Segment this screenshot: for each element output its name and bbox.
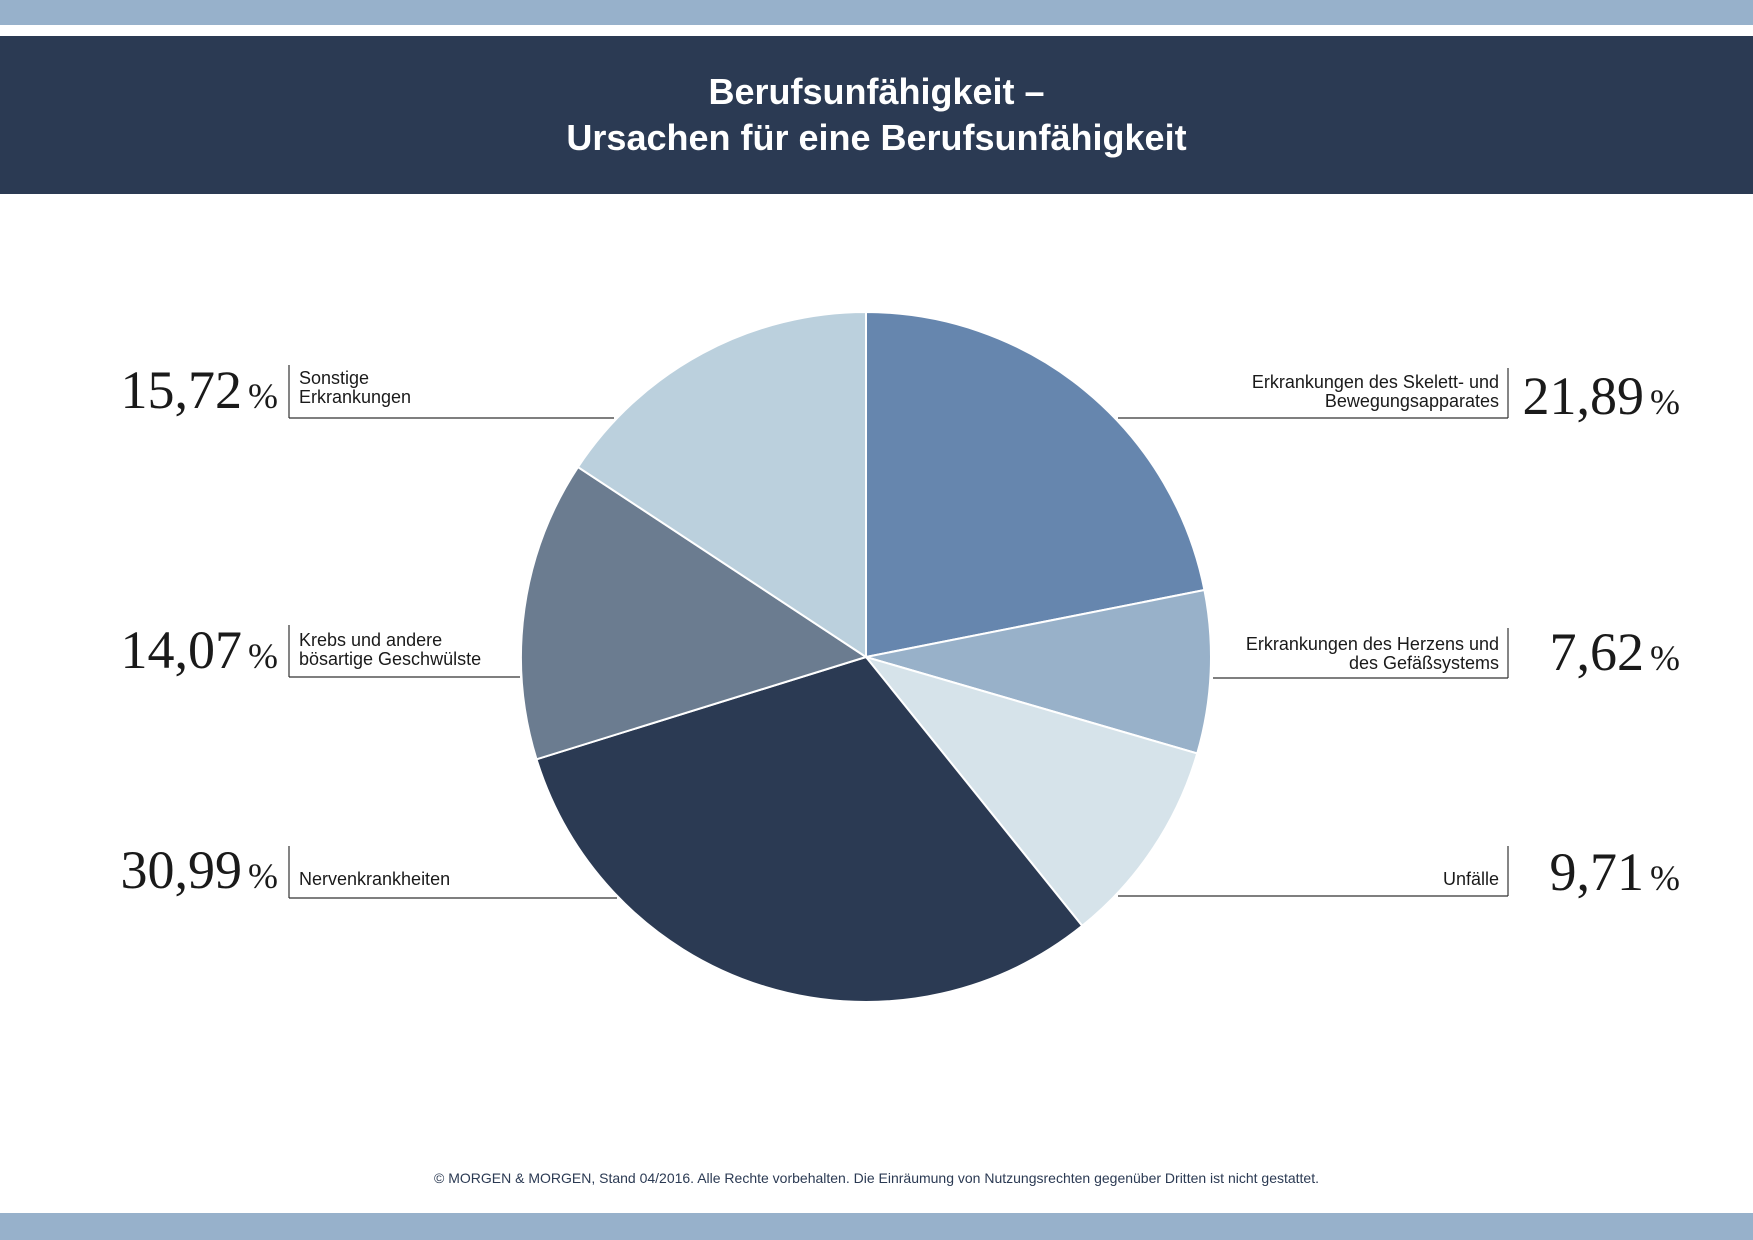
slice-label-1-line-1: des Gefäßsystems	[1349, 653, 1499, 673]
pie-slice-4	[520, 465, 869, 761]
slice-percent-value-1: 7,62	[1550, 622, 1645, 682]
bottom-stripe	[0, 1213, 1753, 1240]
slice-percent-4: 14,07%	[121, 620, 279, 680]
slice-label-5-line-0: Sonstige	[299, 368, 369, 388]
slice-percent-value-2: 9,71	[1550, 842, 1645, 902]
title-line-2: Ursachen für eine Berufsunfähigkeit	[566, 117, 1187, 158]
slice-percent-value-4: 14,07	[121, 620, 243, 680]
slice-label-group-2: Unfälle 9,71%	[1118, 842, 1680, 902]
pie-slice-3	[535, 655, 1084, 1003]
slice-percent-0: 21,89%	[1523, 366, 1681, 426]
slice-label-1-line-0: Erkrankungen des Herzens und	[1246, 634, 1499, 654]
slice-label-4-line-0: Krebs und andere	[299, 630, 442, 650]
slice-percent-value-5: 15,72	[121, 360, 243, 420]
slice-percent-2: 9,71%	[1550, 842, 1681, 902]
slice-percent-value-3: 30,99	[121, 840, 243, 900]
top-stripe	[0, 0, 1753, 25]
pie-slice-0	[865, 310, 1206, 659]
slice-percent-value-0: 21,89	[1523, 366, 1645, 426]
slice-percent-unit-1: %	[1650, 638, 1680, 678]
slice-percent-unit-5: %	[248, 376, 278, 416]
slice-percent-unit-2: %	[1650, 858, 1680, 898]
slice-percent-unit-3: %	[248, 856, 278, 896]
slice-percent-1: 7,62%	[1550, 622, 1681, 682]
slice-label-2-line-0: Unfälle	[1443, 869, 1499, 889]
slice-label-5-line-1: Erkrankungen	[299, 387, 411, 407]
pie-slice-1	[865, 588, 1212, 755]
title-line-1: Berufsunfähigkeit –	[708, 71, 1045, 112]
slice-label-0-line-0: Erkrankungen des Skelett- und	[1252, 372, 1499, 392]
slice-percent-5: 15,72%	[121, 360, 279, 420]
slice-percent-3: 30,99%	[121, 840, 279, 900]
pie-slice-5	[576, 310, 867, 659]
header-band: Berufsunfähigkeit – Ursachen für eine Be…	[0, 36, 1753, 194]
slice-label-0-line-1: Bewegungsapparates	[1325, 391, 1499, 411]
slice-label-group-3: Nervenkrankheiten 30,99%	[121, 840, 617, 900]
slice-percent-unit-0: %	[1650, 382, 1680, 422]
slice-label-4-line-1: bösartige Geschwülste	[299, 649, 481, 669]
slice-label-3-line-0: Nervenkrankheiten	[299, 869, 450, 889]
pie-slice-2	[863, 655, 1199, 928]
slice-label-group-0: Erkrankungen des Skelett- undBewegungsap…	[1118, 366, 1680, 426]
slice-percent-unit-4: %	[248, 636, 278, 676]
copyright-footer: © MORGEN & MORGEN, Stand 04/2016. Alle R…	[434, 1170, 1319, 1186]
